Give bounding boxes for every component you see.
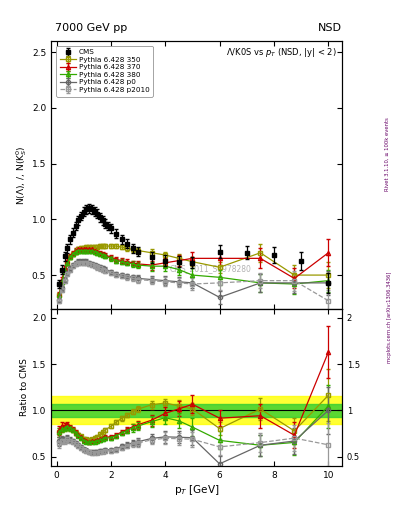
Text: $\Lambda$/K0S vs $p_T$ (NSD, |y| < 2): $\Lambda$/K0S vs $p_T$ (NSD, |y| < 2) <box>226 46 336 59</box>
Y-axis label: Ratio to CMS: Ratio to CMS <box>20 358 29 416</box>
Text: mcplots.cern.ch [arXiv:1306.3436]: mcplots.cern.ch [arXiv:1306.3436] <box>387 272 392 363</box>
Bar <box>51 404 342 417</box>
Legend: CMS, Pythia 6.428 350, Pythia 6.428 370, Pythia 6.428 380, Pythia 6.428 p0, Pyth: CMS, Pythia 6.428 350, Pythia 6.428 370,… <box>56 46 153 97</box>
Text: CMS_2011_S8978280: CMS_2011_S8978280 <box>170 264 252 273</box>
Text: NSD: NSD <box>318 23 342 33</box>
Text: Rivet 3.1.10, ≥ 100k events: Rivet 3.1.10, ≥ 100k events <box>385 117 390 190</box>
Bar <box>51 396 342 424</box>
Y-axis label: N($\Lambda$), /, N(K$^{0}_{S}$): N($\Lambda$), /, N(K$^{0}_{S}$) <box>14 145 29 205</box>
Text: 7000 GeV pp: 7000 GeV pp <box>55 23 127 33</box>
X-axis label: p$_T$ [GeV]: p$_T$ [GeV] <box>174 482 219 497</box>
